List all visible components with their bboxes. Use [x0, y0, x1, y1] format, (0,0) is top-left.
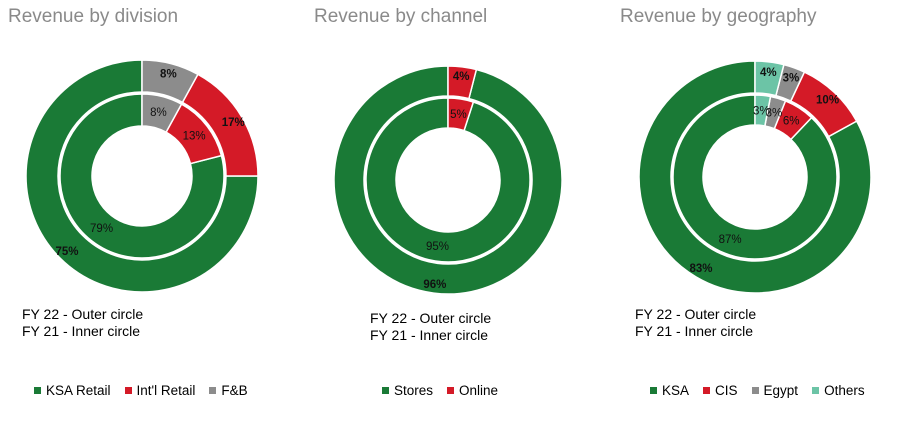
- caption-inner: FY 21 - Inner circle: [22, 323, 141, 339]
- legend-label: KSA: [662, 383, 690, 398]
- outer-label-egypt: 3%: [783, 72, 800, 84]
- legend-item-ksa-retail: KSA Retail: [34, 383, 111, 398]
- outer-slice-others: [754, 60, 785, 97]
- inner-label-cis: 6%: [783, 116, 800, 128]
- legend-swatch: [209, 387, 217, 394]
- inner-slice-f-b: [141, 93, 183, 134]
- caption: FY 22 - Outer circle FY 21 - Inner circl…: [635, 306, 756, 340]
- legend-item-egypt: Egypt: [751, 383, 799, 398]
- inner-slice-cis: [773, 99, 813, 141]
- outer-slice-int-l-retail: [181, 73, 259, 177]
- donut-chart: 75% 17% 8% 79% 13% 8%: [25, 59, 259, 293]
- donut-chart: 96% 4% 95% 5%: [333, 65, 563, 295]
- outer-label-cis: 10%: [816, 95, 839, 107]
- caption-outer: FY 22 - Outer circle: [22, 306, 144, 322]
- legend: KSA CIS Egypt Others: [650, 383, 865, 398]
- outer-slice-f-b: [141, 59, 199, 104]
- caption-inner: FY 21 - Inner circle: [635, 323, 754, 339]
- legend-swatch: [382, 387, 389, 394]
- inner-label-egypt: 3%: [766, 108, 783, 120]
- legend-item-cis: CIS: [703, 383, 738, 398]
- inner-slice-ksa-retail: [59, 93, 225, 259]
- legend-swatch: [124, 387, 132, 394]
- outer-label-ksa-retail: 75%: [56, 246, 79, 258]
- legend-item-stores: Stores: [382, 383, 433, 398]
- caption: FY 22 - Outer circle FY 21 - Inner circl…: [22, 306, 143, 340]
- outer-slice-stores: [333, 65, 563, 295]
- legend-label: Int'l Retail: [136, 383, 196, 398]
- outer-label-online: 4%: [453, 71, 470, 83]
- inner-slice-egypt: [763, 95, 787, 130]
- legend-label: CIS: [715, 383, 738, 398]
- chart-revenue-by-geography: Revenue by geography 83% 10% 3% 4% 87% 6% 3% 3%…: [612, 0, 900, 430]
- caption-outer: FY 22 - Outer circle: [370, 310, 492, 326]
- chart-revenue-by-division: Revenue by division 75% 17% 8% 79% 13% 8% FY …: [0, 0, 300, 430]
- inner-label-f-b: 8%: [150, 107, 167, 119]
- outer-label-int-l-retail: 17%: [222, 117, 245, 129]
- outer-label-ksa: 83%: [690, 263, 713, 275]
- legend-label: Stores: [394, 383, 434, 398]
- chart-title: Revenue by division: [8, 6, 179, 27]
- inner-label-ksa-retail: 79%: [90, 223, 113, 235]
- inner-slice-online: [447, 97, 475, 132]
- outer-slice-cis: [789, 71, 858, 138]
- outer-label-others: 4%: [760, 67, 777, 79]
- legend: Stores Online: [382, 383, 498, 398]
- legend-item-ksa: KSA: [650, 383, 689, 398]
- inner-slice-ksa: [672, 94, 838, 260]
- inner-slice-stores: [365, 97, 531, 263]
- outer-slice-online: [447, 65, 478, 100]
- outer-label-f-b: 8%: [160, 68, 177, 80]
- inner-label-int-l-retail: 13%: [183, 131, 206, 143]
- chart-title: Revenue by channel: [314, 6, 488, 27]
- outer-label-stores: 96%: [423, 279, 446, 291]
- outer-slice-egypt: [774, 63, 806, 102]
- caption: FY 22 - Outer circle FY 21 - Inner circl…: [370, 310, 491, 344]
- legend-swatch: [650, 387, 657, 394]
- inner-label-online: 5%: [450, 109, 467, 121]
- legend-label: F&B: [221, 383, 248, 398]
- legend: KSA Retail Int'l Retail F&B: [34, 383, 248, 398]
- caption-outer: FY 22 - Outer circle: [635, 306, 757, 322]
- legend-item-f-b: F&B: [209, 383, 248, 398]
- legend-label: Online: [459, 383, 499, 398]
- chart-revenue-by-channel: Revenue by channel 96% 4% 95% 5% FY 22 - Ou…: [306, 0, 606, 430]
- inner-label-stores: 95%: [426, 241, 449, 253]
- legend-label: Egypt: [763, 383, 799, 398]
- legend-swatch: [703, 387, 711, 394]
- inner-label-others: 3%: [753, 105, 770, 117]
- legend-item-others: Others: [812, 383, 865, 398]
- caption-inner: FY 21 - Inner circle: [370, 327, 489, 343]
- donut-chart: 83%10%3%4%87%6%3%3%: [638, 60, 872, 294]
- legend-swatch: [34, 387, 41, 394]
- outer-slice-ksa-retail: [25, 59, 259, 293]
- inner-label-ksa: 87%: [719, 234, 742, 246]
- legend-item-online: Online: [447, 383, 498, 398]
- outer-slice-ksa: [638, 60, 872, 294]
- legend-swatch: [751, 387, 759, 394]
- legend-swatch: [447, 387, 455, 394]
- chart-title: Revenue by geography: [620, 6, 817, 27]
- inner-slice-int-l-retail: [165, 103, 223, 165]
- inner-slice-others: [754, 94, 772, 127]
- legend-label: Others: [824, 383, 865, 398]
- legend-swatch: [812, 387, 820, 394]
- legend-item-int-l-retail: Int'l Retail: [124, 383, 196, 398]
- legend-label: KSA Retail: [46, 383, 111, 398]
